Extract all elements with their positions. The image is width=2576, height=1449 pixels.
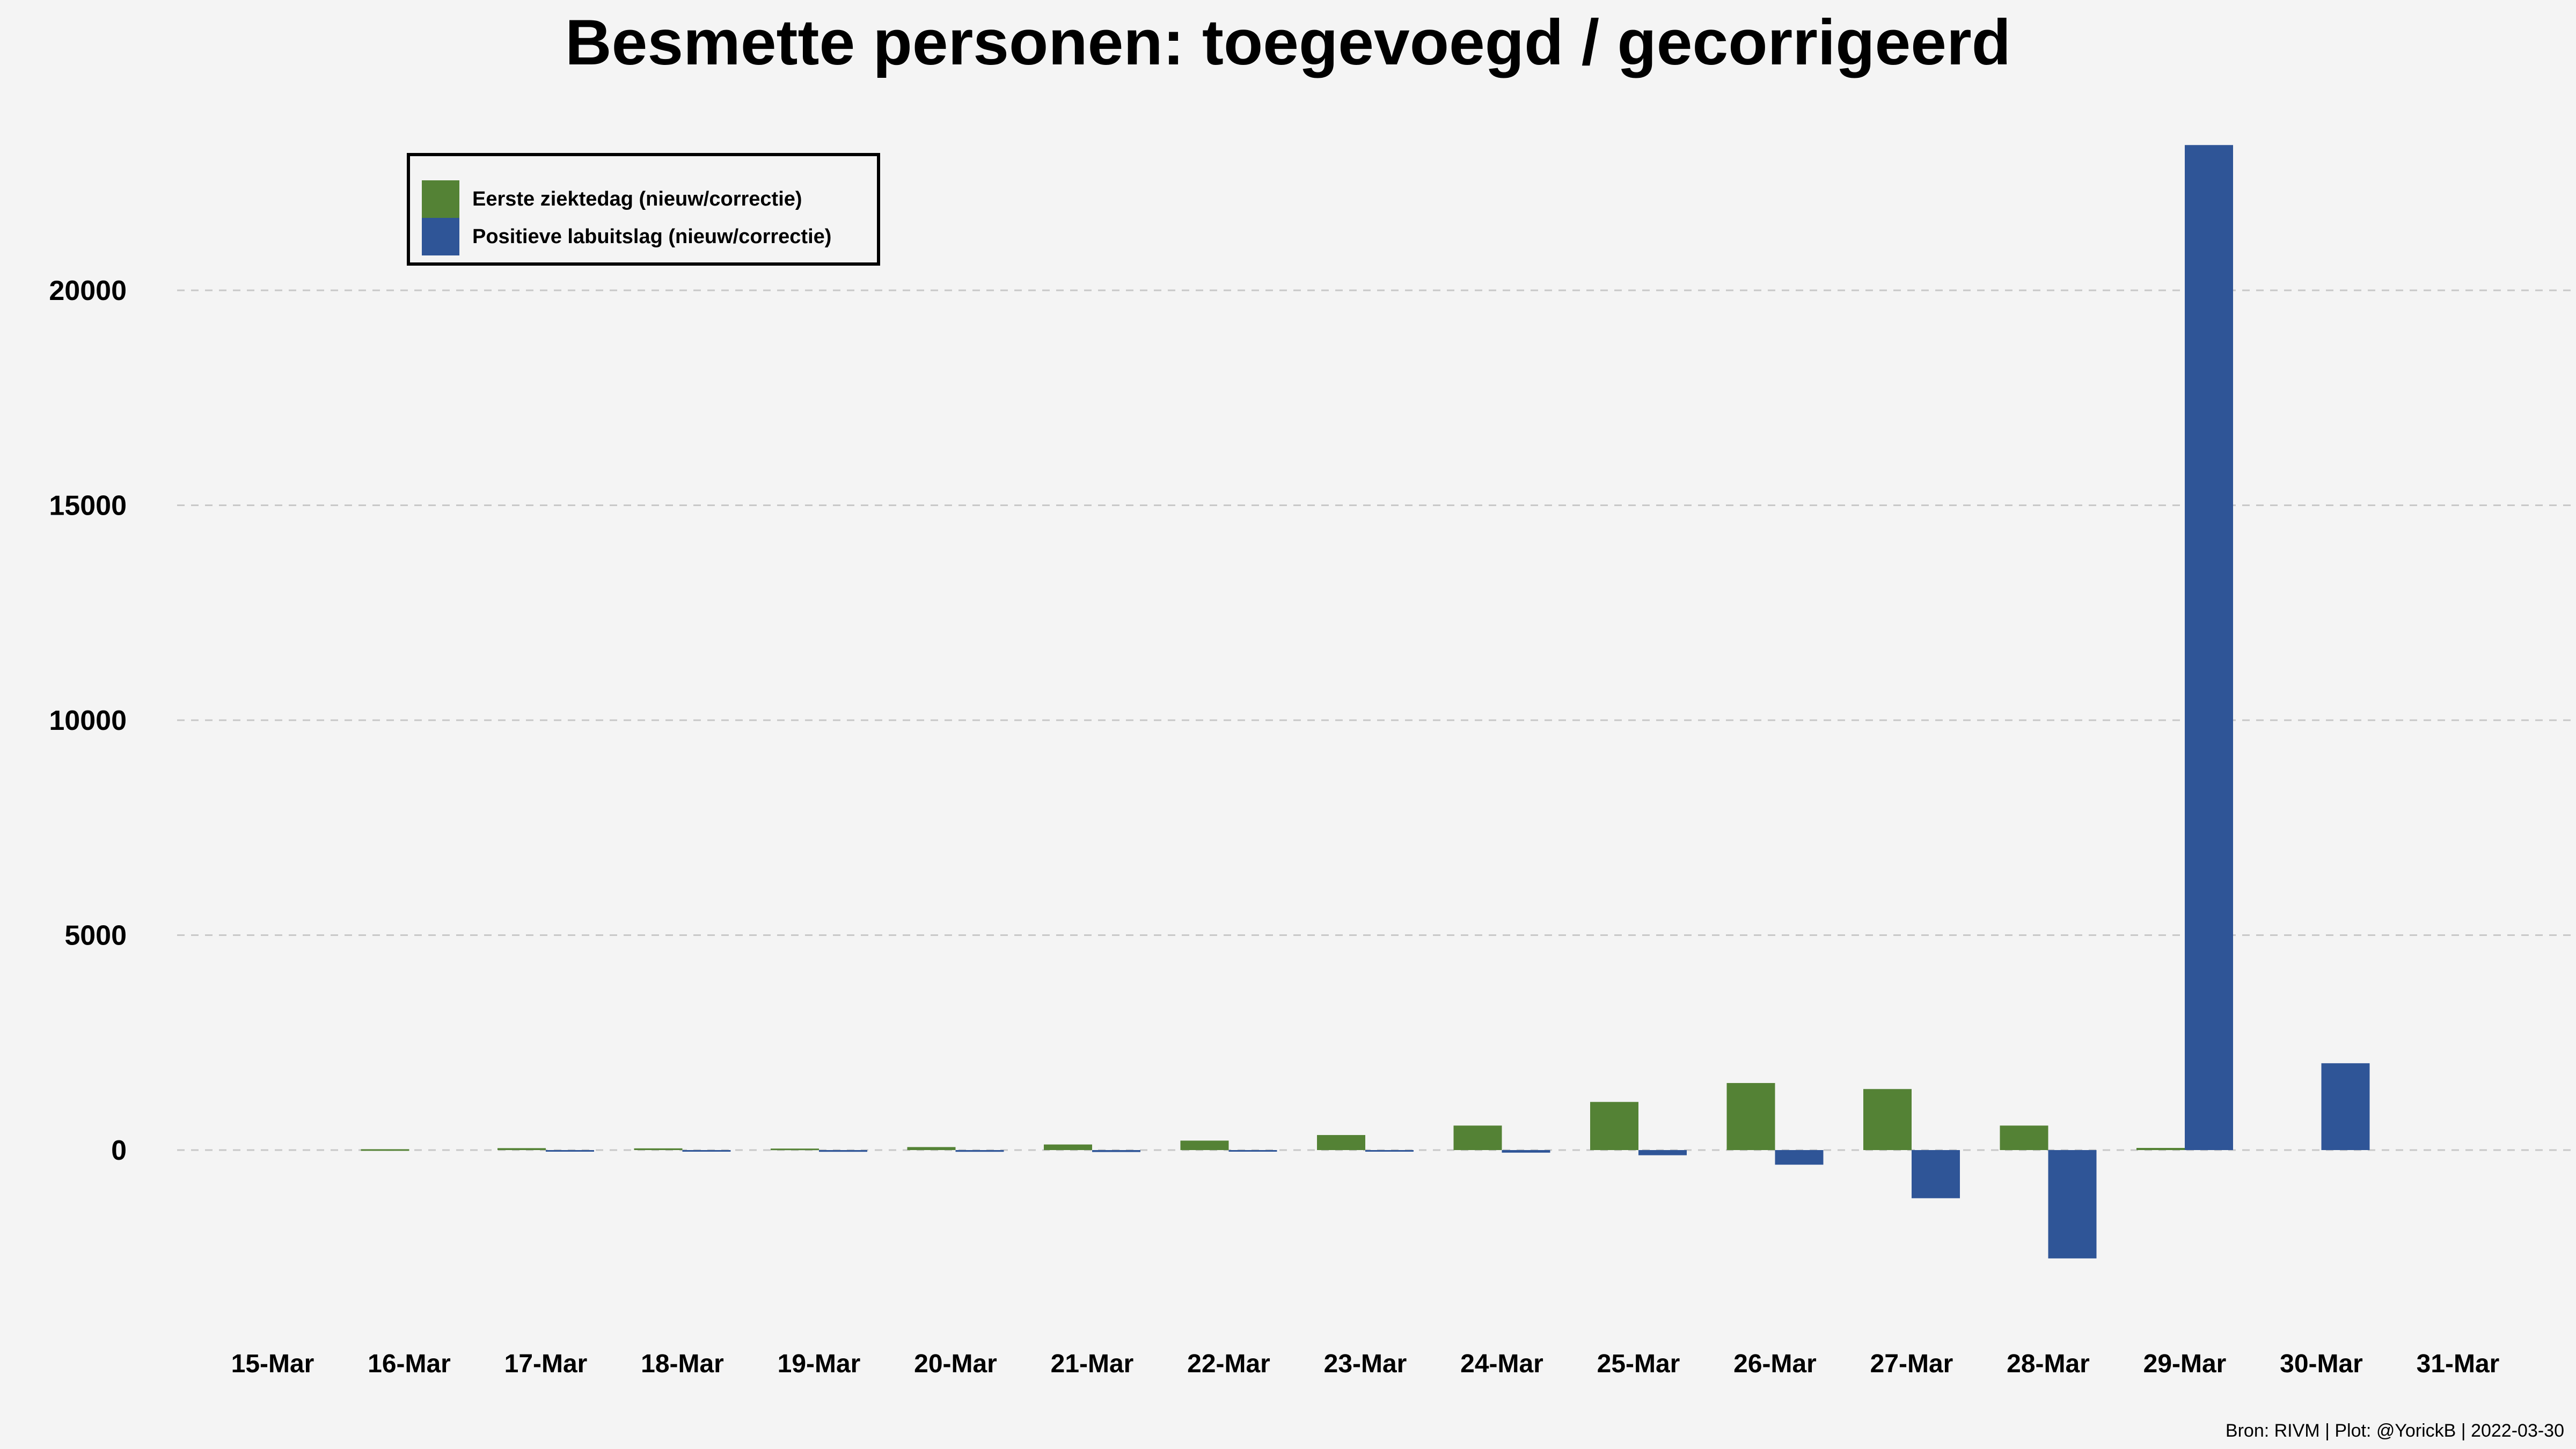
x-tick-label: 22-Mar (1187, 1350, 1270, 1378)
bar-eerste-ziektedag (1726, 1083, 1775, 1150)
bar-positieve-labuitslag (955, 1150, 1004, 1152)
bar-positieve-labuitslag (2048, 1150, 2097, 1258)
bar-positieve-labuitslag (1092, 1150, 1140, 1152)
bar-eerste-ziektedag (497, 1148, 546, 1150)
x-tick-label: 28-Mar (2007, 1350, 2090, 1378)
legend-swatch-green (422, 180, 459, 218)
legend-item-eerste-ziektedag: Eerste ziektedag (nieuw/correctie) (422, 180, 802, 218)
y-tick-label: 15000 (49, 491, 127, 522)
bar-eerste-ziektedag (361, 1149, 409, 1151)
chart-title: Besmette personen: toegevoegd / gecorrig… (565, 6, 2011, 78)
x-tick-label: 18-Mar (641, 1350, 724, 1378)
bar-positieve-labuitslag (2321, 1063, 2370, 1150)
x-tick-label: 29-Mar (2143, 1350, 2227, 1378)
x-tick-label: 26-Mar (1733, 1350, 1817, 1378)
x-tick-label: 15-Mar (231, 1350, 314, 1378)
x-axis-ticks: 15-Mar 16-Mar 17-Mar 18-Mar 19-Mar 20-Mar 21-M… (231, 1350, 2500, 1378)
x-tick-label: 24-Mar (1460, 1350, 1543, 1378)
x-tick-label: 21-Mar (1051, 1350, 1134, 1378)
x-tick-label: 17-Mar (504, 1350, 588, 1378)
bar-eerste-ziektedag (771, 1148, 819, 1151)
bar-positieve-labuitslag (546, 1150, 594, 1152)
bar-eerste-ziektedag (1044, 1144, 1092, 1150)
y-tick-label: 5000 (64, 920, 127, 952)
x-tick-label: 27-Mar (1870, 1350, 1953, 1378)
source-caption: Bron: RIVM | Plot: @YorickB | 2022-03-30 (2225, 1421, 2564, 1441)
y-tick-label: 0 (111, 1135, 127, 1166)
bar-eerste-ziektedag (1453, 1125, 1502, 1150)
bar-positieve-labuitslag (1365, 1150, 1414, 1152)
legend-item-positieve-labuitslag: Positieve labuitslag (nieuw/correctie) (422, 218, 831, 255)
bar-positieve-labuitslag (1638, 1150, 1687, 1155)
bar-eerste-ziektedag (1317, 1135, 1365, 1150)
legend-swatch-blue (422, 218, 459, 255)
bar-positieve-labuitslag (819, 1150, 867, 1152)
y-axis-ticks: 0 5000 10000 15000 20000 (49, 275, 127, 1166)
bar-positieve-labuitslag (1775, 1150, 1824, 1165)
bar-eerste-ziektedag (2000, 1125, 2048, 1150)
legend-label: Eerste ziektedag (nieuw/correctie) (472, 187, 802, 210)
bar-positieve-labuitslag (1502, 1150, 1550, 1153)
bar-positieve-labuitslag (1912, 1150, 1960, 1198)
bar-eerste-ziektedag (1180, 1140, 1229, 1150)
bars (361, 145, 2370, 1258)
bar-eerste-ziektedag (634, 1148, 683, 1150)
bar-eerste-ziektedag (2136, 1147, 2185, 1150)
bar-positieve-labuitslag (2185, 145, 2233, 1151)
y-tick-label: 10000 (49, 705, 127, 736)
bar-eerste-ziektedag (1863, 1089, 1912, 1150)
x-tick-label: 30-Mar (2280, 1350, 2363, 1378)
x-tick-label: 16-Mar (368, 1350, 451, 1378)
x-tick-label: 19-Mar (778, 1350, 861, 1378)
x-tick-label: 23-Mar (1324, 1350, 1407, 1378)
legend: Eerste ziektedag (nieuw/correctie) Posit… (407, 153, 880, 266)
x-tick-label: 25-Mar (1597, 1350, 1680, 1378)
x-tick-label: 20-Mar (914, 1350, 997, 1378)
x-tick-label: 31-Mar (2417, 1350, 2500, 1378)
bar-eerste-ziektedag (907, 1147, 956, 1150)
legend-label: Positieve labuitslag (nieuw/correctie) (472, 225, 832, 248)
bar-positieve-labuitslag (1228, 1150, 1277, 1152)
y-tick-label: 20000 (49, 275, 127, 306)
bar-positieve-labuitslag (682, 1150, 731, 1152)
bar-eerste-ziektedag (1590, 1102, 1638, 1150)
